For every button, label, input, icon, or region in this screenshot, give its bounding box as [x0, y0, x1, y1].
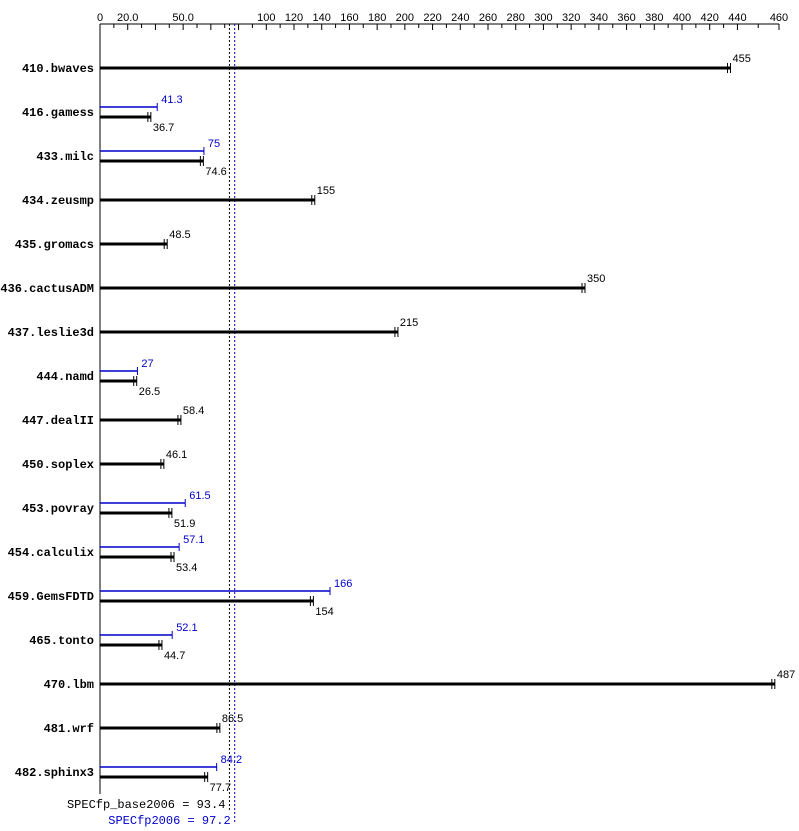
x-tick-label: 460 — [770, 12, 788, 24]
x-tick-label: 120 — [285, 12, 303, 24]
benchmark-label: 435.gromacs — [15, 238, 94, 252]
base-value: 46.1 — [166, 449, 187, 461]
base-value: 58.4 — [183, 405, 204, 417]
peak-value: 75 — [208, 138, 220, 150]
x-tick-label: 440 — [728, 12, 746, 24]
benchmark-label: 447.dealII — [22, 414, 94, 428]
base-value: 215 — [400, 317, 418, 329]
x-tick-label: 50.0 — [172, 12, 193, 24]
benchmark-label: 450.soplex — [22, 458, 94, 472]
x-tick-label: 200 — [396, 12, 414, 24]
spec-chart: 0 20.0 50.0 100 120 140 160 180 200 220 240 260 280 3… — [0, 0, 799, 831]
benchmark-label: 470.lbm — [44, 678, 94, 692]
peak-value: 61.5 — [189, 490, 210, 502]
peak-score-label: SPECfp2006 = 97.2 — [108, 814, 230, 828]
benchmark-label: 416.gamess — [22, 106, 94, 120]
base-score-label: SPECfp_base2006 = 93.4 — [67, 798, 225, 812]
benchmark-label: 465.tonto — [29, 634, 94, 648]
x-tick-label: 320 — [562, 12, 580, 24]
x-tick-label: 260 — [479, 12, 497, 24]
base-value: 86.5 — [222, 713, 243, 725]
x-tick-label: 380 — [645, 12, 663, 24]
base-value: 44.7 — [164, 650, 185, 662]
base-value: 74.6 — [205, 166, 226, 178]
base-value: 26.5 — [139, 386, 160, 398]
base-value: 487 — [777, 669, 795, 681]
x-tick-label: 160 — [340, 12, 358, 24]
peak-value: 84.2 — [221, 754, 242, 766]
benchmark-label: 459.GemsFDTD — [8, 590, 94, 604]
peak-value: 57.1 — [183, 534, 204, 546]
chart-svg: 0 20.0 50.0 100 120 140 160 180 200 220 240 260 280 3… — [0, 0, 799, 831]
benchmark-label: 481.wrf — [44, 722, 94, 736]
base-value: 36.7 — [153, 122, 174, 134]
x-tick-label: 140 — [313, 12, 331, 24]
benchmark-label: 410.bwaves — [22, 62, 94, 76]
base-value: 51.9 — [174, 518, 195, 530]
base-value: 155 — [317, 185, 335, 197]
benchmark-label: 482.sphinx3 — [15, 766, 94, 780]
base-value: 154 — [315, 606, 333, 618]
base-value: 48.5 — [169, 229, 190, 241]
benchmark-label: 437.leslie3d — [8, 326, 94, 340]
peak-value: 166 — [334, 578, 352, 590]
base-value: 455 — [733, 53, 751, 65]
peak-value: 27 — [141, 358, 153, 370]
x-tick-label: 20.0 — [117, 12, 138, 24]
x-tick-label: 420 — [701, 12, 719, 24]
peak-value: 52.1 — [176, 622, 197, 634]
x-tick-label: 100 — [257, 12, 275, 24]
x-tick-label: 180 — [368, 12, 386, 24]
x-tick-label: 240 — [451, 12, 469, 24]
x-tick-label: 300 — [534, 12, 552, 24]
benchmark-label: 444.namd — [36, 370, 94, 384]
x-tick-label: 340 — [590, 12, 608, 24]
base-value: 350 — [587, 273, 605, 285]
x-tick-label: 400 — [673, 12, 691, 24]
benchmark-label: 433.milc — [36, 150, 94, 164]
x-tick-label: 360 — [617, 12, 635, 24]
x-tick-label: 0 — [97, 12, 103, 24]
benchmark-label: 453.povray — [22, 502, 94, 516]
benchmark-label: 434.zeusmp — [22, 194, 94, 208]
peak-value: 41.3 — [161, 94, 182, 106]
base-value: 53.4 — [176, 562, 197, 574]
base-value: 77.7 — [210, 782, 231, 794]
benchmark-label: 454.calculix — [8, 546, 94, 560]
x-tick-label: 220 — [423, 12, 441, 24]
x-tick-label: 280 — [507, 12, 525, 24]
benchmark-label: 436.cactusADM — [0, 282, 94, 296]
